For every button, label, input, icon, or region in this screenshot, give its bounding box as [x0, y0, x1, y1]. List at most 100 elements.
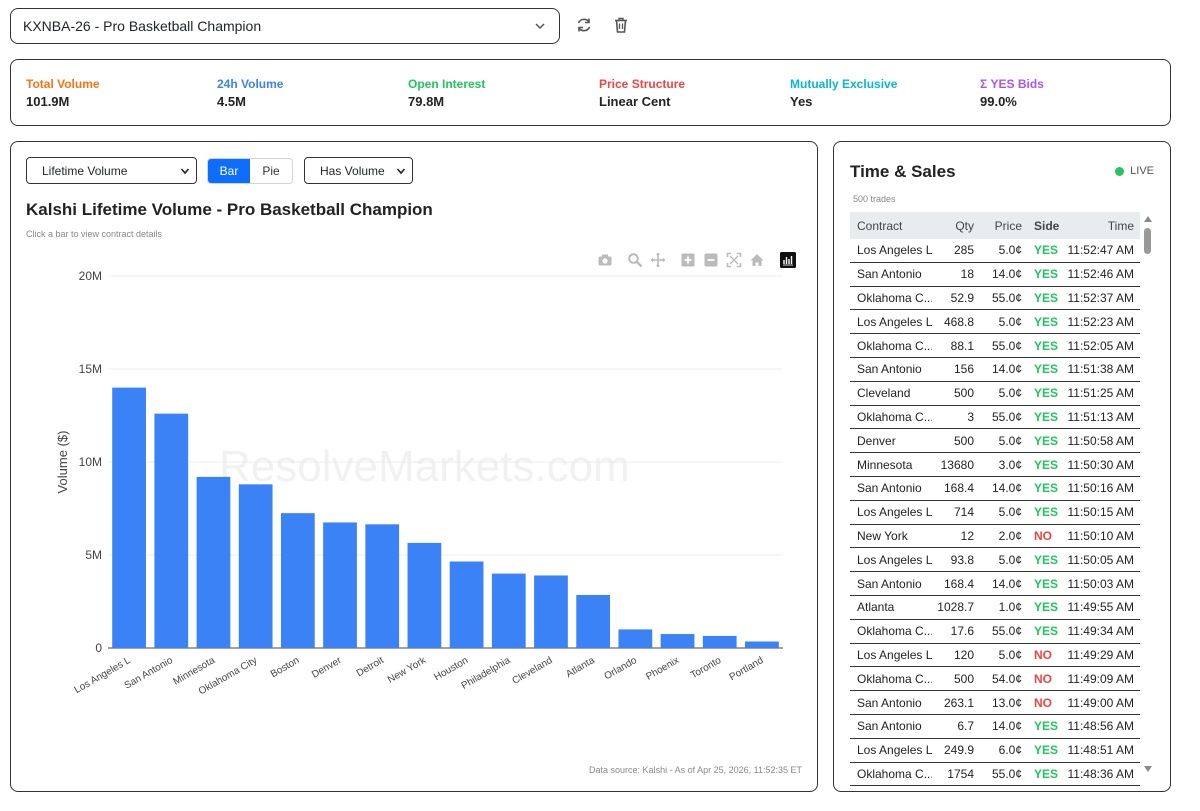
table-row[interactable]: San Antonio 18 14.0¢ YES 11:52:46 AM: [850, 263, 1140, 287]
cell-contract: Los Angeles L: [857, 243, 932, 258]
cell-price: 5.0¢: [998, 433, 1022, 448]
cell-side: NO: [1034, 671, 1052, 686]
table-row[interactable]: Cleveland 500 5.0¢ YES 11:51:25 AM: [850, 382, 1140, 406]
cell-qty: 18: [960, 267, 974, 282]
pie-toggle-button[interactable]: Pie: [250, 159, 292, 183]
table-row[interactable]: Oklahoma C... 1754 55.0¢ YES 11:48:36 AM: [850, 763, 1140, 787]
table-row[interactable]: Los Angeles L 120 5.0¢ NO 11:49:29 AM: [850, 644, 1140, 668]
cell-side: YES: [1034, 433, 1059, 448]
refresh-icon[interactable]: [575, 16, 593, 34]
stat-yes-bids-sum: Σ YES Bids 99.0%: [980, 77, 1044, 109]
cell-price: 55.0¢: [991, 338, 1022, 353]
table-row[interactable]: Minnesota 13680 3.0¢ YES 11:50:30 AM: [850, 453, 1140, 477]
table-row[interactable]: San Antonio 168.4 14.0¢ YES 11:50:03 AM: [850, 572, 1140, 596]
table-row[interactable]: Los Angeles L 468.8 5.0¢ YES 11:52:23 AM: [850, 310, 1140, 335]
cell-qty: 249.9: [943, 743, 974, 758]
bar[interactable]: [196, 476, 231, 648]
scroll-down-icon[interactable]: [1143, 764, 1153, 774]
cell-time: 11:51:13 AM: [1067, 409, 1135, 424]
bar[interactable]: [491, 573, 526, 648]
reset-home-icon[interactable]: [749, 252, 765, 268]
cell-side: YES: [1034, 338, 1059, 353]
bar[interactable]: [449, 561, 484, 648]
column-header-price[interactable]: Price: [994, 218, 1022, 233]
scroll-up-icon[interactable]: [1143, 214, 1153, 224]
bar[interactable]: [238, 484, 273, 648]
x-tick-label: Toronto: [689, 655, 724, 681]
table-row[interactable]: Los Angeles L 249.9 6.0¢ YES 11:48:51 AM: [850, 739, 1140, 763]
autoscale-icon[interactable]: [726, 252, 742, 268]
bar[interactable]: [407, 542, 442, 648]
cell-contract: San Antonio: [857, 695, 922, 710]
bar[interactable]: [660, 634, 695, 648]
trash-icon[interactable]: [612, 16, 630, 34]
zoom-icon[interactable]: [627, 252, 643, 268]
bar[interactable]: [323, 522, 357, 648]
metric-select[interactable]: Lifetime Volume: [26, 157, 197, 184]
table-row[interactable]: Los Angeles L 93.8 5.0¢ YES 11:50:05 AM: [850, 548, 1140, 573]
market-select[interactable]: KXNBA-26 - Pro Basketball Champion: [10, 8, 560, 44]
table-row[interactable]: Oklahoma C... 500 54.0¢ NO 11:49:09 AM: [850, 667, 1140, 692]
table-row[interactable]: San Antonio 6.7 14.0¢ YES 11:48:56 AM: [850, 715, 1140, 739]
camera-icon[interactable]: [597, 252, 613, 268]
y-tick-label: 5M: [85, 548, 102, 562]
bar[interactable]: [154, 413, 189, 648]
bar[interactable]: [112, 387, 146, 648]
bar[interactable]: [365, 524, 400, 648]
y-tick-label: 15M: [79, 362, 102, 376]
bar-toggle-button[interactable]: Bar: [208, 159, 250, 183]
zoom-out-icon[interactable]: [703, 252, 719, 268]
table-row[interactable]: Oklahoma C... 52.9 55.0¢ YES 11:52:37 AM: [850, 287, 1140, 311]
cell-price: 5.0¢: [998, 386, 1022, 401]
bar[interactable]: [534, 575, 568, 648]
cell-contract: New York: [857, 528, 908, 543]
cell-time: 11:50:05 AM: [1067, 552, 1135, 567]
cell-qty: 120: [953, 647, 974, 662]
chart-logo-icon[interactable]: [780, 252, 796, 268]
table-row[interactable]: Los Angeles L 285 5.0¢ YES 11:52:47 AM: [850, 239, 1140, 263]
cell-qty: 93.8: [950, 552, 974, 567]
cell-qty: 500: [953, 433, 974, 448]
table-scrollbar[interactable]: [1143, 214, 1153, 774]
cell-price: 5.0¢: [998, 243, 1022, 258]
table-row[interactable]: Los Angeles L 714 5.0¢ YES 11:50:15 AM: [850, 501, 1140, 525]
bar[interactable]: [576, 594, 611, 648]
column-header-contract[interactable]: Contract: [857, 218, 903, 233]
table-row[interactable]: Denver 500 5.0¢ YES 11:50:58 AM: [850, 429, 1140, 454]
cell-contract: Los Angeles L: [857, 505, 932, 520]
table-row[interactable]: Oklahoma C... 17.6 55.0¢ YES 11:49:34 AM: [850, 620, 1140, 644]
bar[interactable]: [702, 635, 737, 648]
cell-qty: 3: [967, 409, 974, 424]
table-row[interactable]: Atlanta 1028.7 1.0¢ YES 11:49:55 AM: [850, 596, 1140, 620]
bar[interactable]: [280, 513, 315, 648]
volume-filter-select[interactable]: Has Volume: [304, 157, 413, 184]
pan-icon[interactable]: [650, 252, 666, 268]
column-header-qty[interactable]: Qty: [955, 218, 974, 233]
cell-contract: Oklahoma C...: [857, 624, 932, 639]
table-row[interactable]: San Antonio 263.1 13.0¢ NO 11:49:00 AM: [850, 691, 1140, 715]
cell-side: YES: [1034, 766, 1059, 781]
cell-contract: Atlanta: [857, 600, 895, 615]
zoom-in-icon[interactable]: [680, 252, 696, 268]
cell-side: NO: [1034, 647, 1052, 662]
chart-card: Lifetime Volume Bar Pie Has Volume Kalsh…: [10, 141, 818, 792]
x-tick-label: Orlando: [603, 655, 640, 683]
chart-modebar: [594, 251, 804, 271]
cell-price: 5.0¢: [998, 552, 1022, 567]
scroll-thumb[interactable]: [1144, 228, 1151, 254]
table-row[interactable]: New York 12 2.0¢ NO 11:50:10 AM: [850, 525, 1140, 549]
table-row[interactable]: Oklahoma C... 88.1 55.0¢ YES 11:52:05 AM: [850, 334, 1140, 358]
bar[interactable]: [745, 641, 779, 648]
cell-contract: Oklahoma C...: [857, 766, 932, 781]
cell-side: YES: [1034, 719, 1059, 734]
cell-qty: 17.6: [950, 624, 974, 639]
column-header-side[interactable]: Side: [1034, 218, 1060, 233]
x-tick-label: San Antonio: [123, 655, 176, 692]
bar[interactable]: [618, 629, 653, 648]
table-row[interactable]: Oklahoma C... 3 55.0¢ YES 11:51:13 AM: [850, 406, 1140, 430]
table-row[interactable]: San Antonio 168.4 14.0¢ YES 11:50:16 AM: [850, 477, 1140, 501]
cell-price: 55.0¢: [991, 624, 1022, 639]
table-row[interactable]: San Antonio 156 14.0¢ YES 11:51:38 AM: [850, 358, 1140, 382]
cell-time: 11:51:25 AM: [1067, 386, 1135, 401]
column-header-time[interactable]: Time: [1107, 218, 1134, 233]
